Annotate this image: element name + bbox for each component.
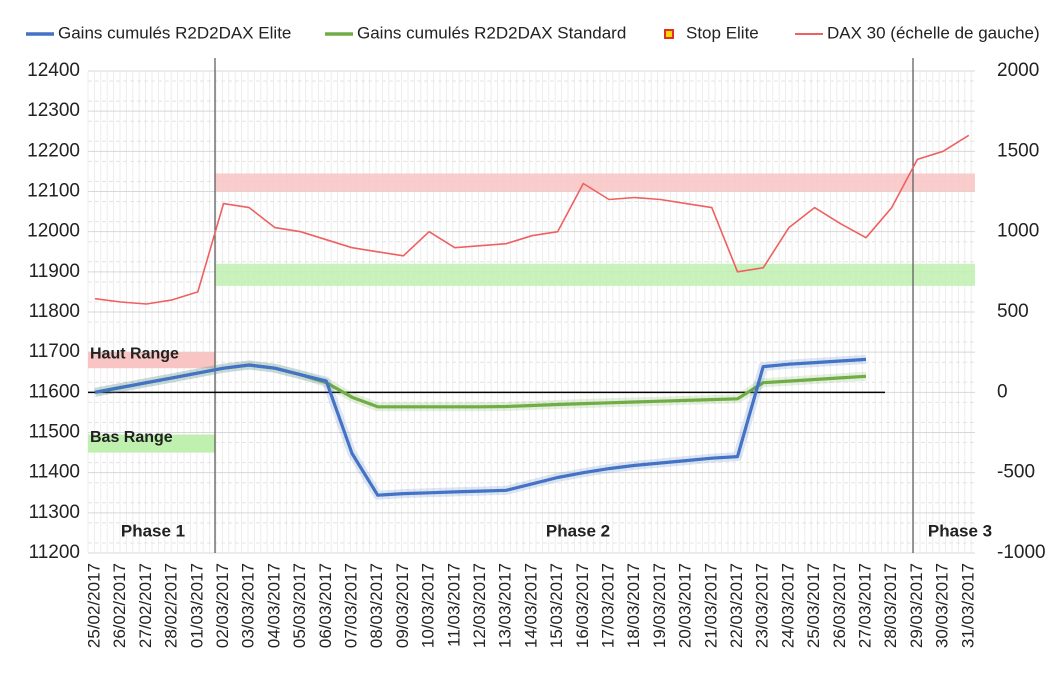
y-tick-label: 11800 [29, 301, 80, 322]
phase-label: Phase 1 [121, 521, 185, 540]
band [215, 173, 975, 192]
range-label: Bas Range [90, 429, 173, 446]
y-tick-label: 11400 [29, 462, 80, 483]
x-tick-label: 21/03/2017 [701, 563, 720, 648]
x-tick-label: 12/03/2017 [470, 563, 489, 648]
x-tick-label: 18/03/2017 [624, 563, 643, 648]
x-tick-label: 22/03/2017 [727, 563, 746, 648]
x-tick-label: 09/03/2017 [393, 563, 412, 648]
y-tick-label: 11900 [29, 261, 80, 282]
y-tick-label: 12000 [27, 221, 80, 242]
x-tick-label: 02/03/2017 [213, 563, 232, 648]
y-tick-label: 11200 [29, 542, 80, 563]
x-tick-label: 16/03/2017 [573, 563, 592, 648]
y-tick-label: 12300 [27, 100, 80, 121]
x-tick-label: 05/03/2017 [290, 563, 309, 648]
x-tick-label: 10/03/2017 [419, 563, 438, 648]
y-tick-label: 11300 [29, 502, 80, 523]
y-tick-label: 11500 [29, 422, 80, 443]
x-tick-label: 25/03/2017 [804, 563, 823, 648]
x-tick-label: 24/03/2017 [778, 563, 797, 648]
y2-tick-label: -1000 [997, 542, 1046, 563]
y2-tick-label: 500 [997, 301, 1029, 322]
x-tick-label: 19/03/2017 [650, 563, 669, 648]
legend-label: Stop Elite [686, 23, 759, 42]
x-tick-label: 29/03/2017 [907, 563, 926, 648]
y-tick-label: 12400 [27, 60, 80, 81]
y2-tick-label: 1000 [997, 221, 1039, 242]
x-tick-label: 14/03/2017 [521, 563, 540, 648]
y-tick-label: 11700 [29, 341, 80, 362]
legend-label: DAX 30 (échelle de gauche) [827, 23, 1040, 42]
x-tick-label: 31/03/2017 [958, 563, 977, 648]
y-tick-label: 12100 [27, 181, 80, 202]
x-tick-label: 28/02/2017 [162, 563, 181, 648]
x-tick-label: 30/03/2017 [933, 563, 952, 648]
series-line [94, 357, 867, 497]
x-tick-label: 20/03/2017 [676, 563, 695, 648]
x-tick-label: 03/03/2017 [239, 563, 258, 648]
phase-label: Phase 3 [928, 521, 992, 540]
x-tick-label: 04/03/2017 [264, 563, 283, 648]
x-tick-label: 26/03/2017 [830, 563, 849, 648]
y2-tick-label: 0 [997, 381, 1008, 402]
x-tick-label: 26/02/2017 [110, 563, 129, 648]
x-tick-label: 07/03/2017 [341, 563, 360, 648]
x-tick-label: 28/03/2017 [881, 563, 900, 648]
x-tick-label: 13/03/2017 [496, 563, 515, 648]
x-tick-label: 01/03/2017 [187, 563, 206, 648]
x-tick-label: 27/03/2017 [855, 563, 874, 648]
series-glow [94, 354, 867, 500]
y2-tick-label: 1500 [997, 140, 1039, 161]
range-box [88, 352, 215, 369]
x-tick-label: 23/03/2017 [753, 563, 772, 648]
series-line [94, 134, 970, 305]
x-tick-label: 27/02/2017 [136, 563, 155, 648]
x-tick-label: 25/02/2017 [84, 563, 103, 648]
range-label: Haut Range [90, 345, 179, 362]
legend-marker [664, 29, 674, 39]
y-tick-label: 11600 [29, 381, 80, 402]
band [215, 263, 975, 286]
x-tick-label: 06/03/2017 [316, 563, 335, 648]
y2-tick-label: -500 [997, 462, 1035, 483]
legend-label: Gains cumulés R2D2DAX Elite [58, 23, 291, 42]
y-tick-label: 12200 [27, 140, 80, 161]
x-tick-label: 11/03/2017 [444, 563, 463, 647]
x-tick-label: 08/03/2017 [367, 563, 386, 648]
phase-label: Phase 2 [546, 521, 610, 540]
x-tick-label: 15/03/2017 [547, 563, 566, 648]
legend-label: Gains cumulés R2D2DAX Standard [357, 23, 626, 42]
y2-tick-label: 2000 [997, 60, 1039, 81]
range-box [88, 434, 215, 453]
x-tick-label: 17/03/2017 [598, 563, 617, 648]
